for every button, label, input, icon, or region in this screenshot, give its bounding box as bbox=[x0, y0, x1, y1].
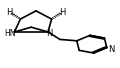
Text: H: H bbox=[6, 8, 13, 17]
Text: N: N bbox=[108, 45, 115, 54]
Text: H: H bbox=[59, 8, 66, 17]
Text: N: N bbox=[46, 30, 52, 38]
Text: HN: HN bbox=[4, 30, 15, 38]
